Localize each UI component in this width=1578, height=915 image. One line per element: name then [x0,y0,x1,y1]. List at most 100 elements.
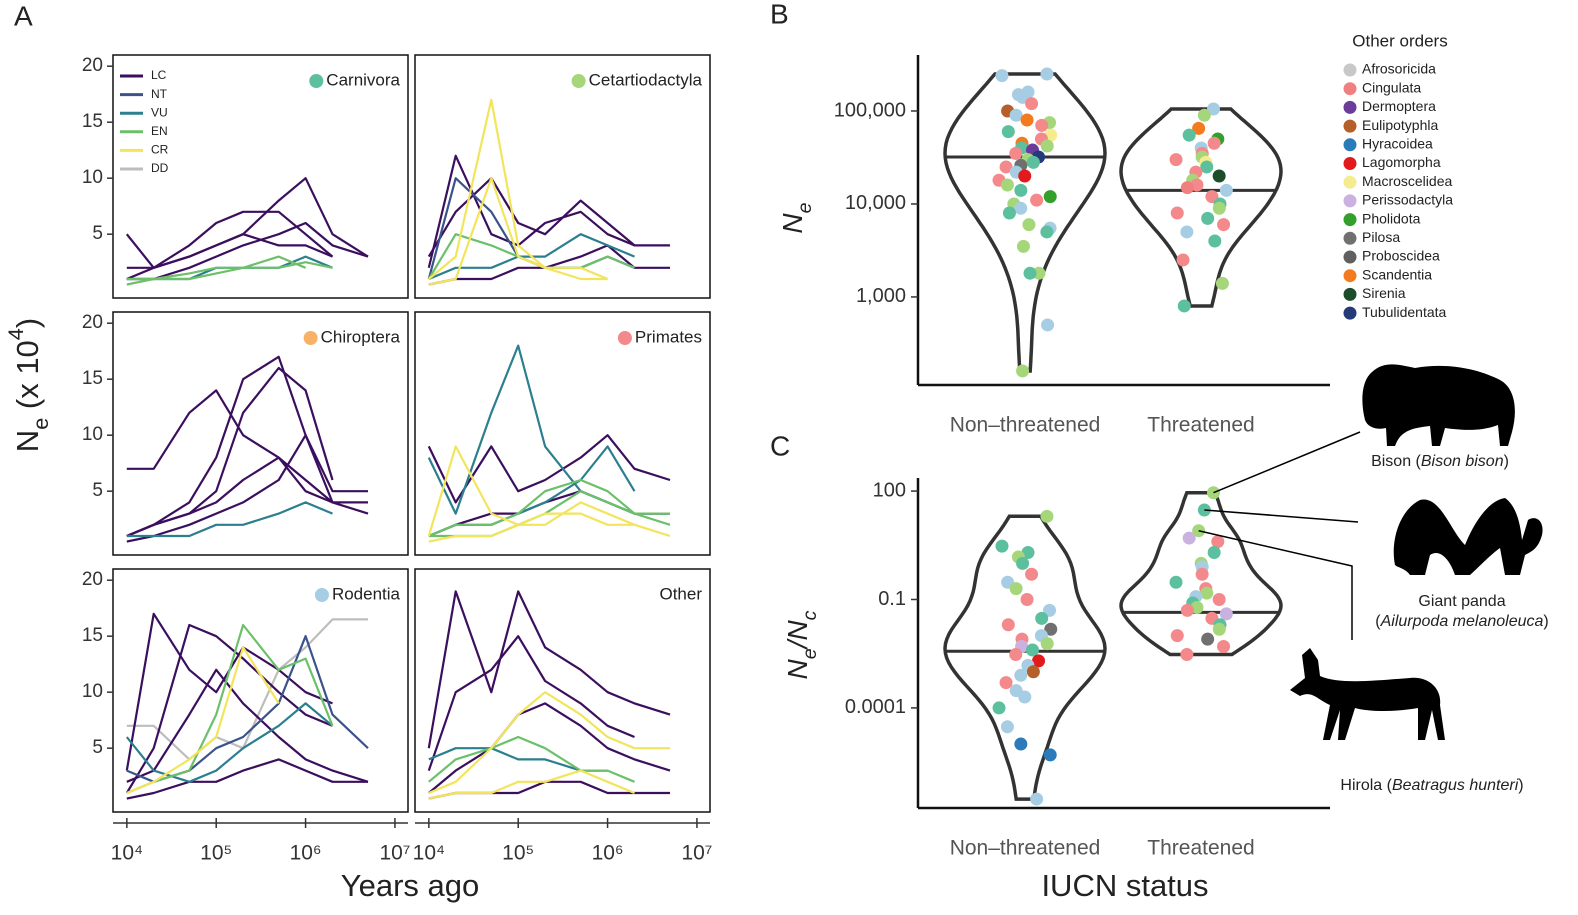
annotation-label: Hirola (Beatragus hunteri) [1340,777,1523,794]
ne-trajectory [427,590,671,749]
panel-title: Other [659,584,702,603]
ne-trajectory [126,434,369,543]
panel-frame [414,311,711,556]
data-point [992,701,1006,715]
ne-trajectory [126,501,333,538]
legend-label: Pilosa [1362,229,1400,245]
x-tick-label: Non–threatened [950,837,1101,860]
data-point [1018,690,1032,704]
data-point [1009,146,1023,160]
data-point [1009,648,1023,662]
data-point [1200,586,1214,600]
legend-label: Sirenia [1362,285,1406,301]
ne-trajectory [125,702,334,783]
legend-label: Scandentia [1362,266,1432,282]
data-point [1206,102,1220,116]
ne-trajectory [428,735,635,783]
legend-label: EN [151,124,168,138]
data-point [1201,211,1215,225]
label-part: /N [782,620,813,651]
legend-dot [1343,82,1357,96]
annotation-label: Giant panda [1418,593,1505,610]
data-point [1043,190,1057,204]
panel-title: Rodentia [332,584,401,603]
ne-trajectory [126,221,369,281]
legend-dot [1343,63,1357,77]
data-point [1219,607,1233,621]
y-tick-label: 10,000 [845,192,906,214]
label-part: ) [1504,453,1509,470]
y-axis-title: Ne (x 104) [3,318,53,452]
label-part: N [777,213,808,234]
label-part: e [794,202,816,213]
label-part: ( [1375,613,1381,630]
panel-frame [414,54,711,299]
data-point [1040,139,1054,153]
data-point [1180,648,1194,662]
data-point [1169,153,1183,167]
ne-trajectory [126,618,368,761]
annotation-connector [1213,431,1361,494]
data-point [1014,201,1028,215]
data-point [1020,592,1034,606]
ne-trajectory [428,478,670,538]
data-point [1212,201,1226,215]
ne-trajectory [126,210,334,281]
label-part: e [799,648,821,659]
legend-label: Pholidota [1362,210,1421,226]
legend-dot [1343,100,1357,114]
data-point [1009,582,1023,596]
legend-label: Macroscelidea [1362,173,1452,189]
data-point [1025,97,1039,111]
ne-trajectory [428,769,635,800]
data-point [1014,668,1028,682]
x-tick-label: 10⁶ [290,842,322,865]
panel-frame [112,54,409,299]
ne-trajectory [126,355,368,538]
data-point [1009,108,1023,122]
y-axis-title: Ne/Nc [782,610,821,679]
data-point [1201,632,1215,646]
data-point [999,676,1013,690]
data-point [1200,160,1214,174]
panel-label: B [770,0,789,29]
data-point [1001,125,1015,139]
ne-trajectory [125,177,369,269]
legend-label: Afrosoricida [1362,61,1436,77]
data-point [1002,206,1016,220]
data-point [1043,748,1057,762]
panel-frame [112,568,409,813]
data-point [1032,654,1046,668]
hirola-silhouette [1290,648,1445,740]
label-part: Ailurpoda melanoleuca [1380,613,1544,630]
ne-trajectory [126,233,333,269]
legend-dot [1343,119,1357,133]
legend-label: VU [151,105,168,119]
x-axis-title: IUCN status [1041,868,1208,903]
annotation-connector [1204,509,1359,523]
y-tick-label: 5 [92,223,103,244]
y-tick-label: 15 [82,368,103,389]
label-part: Beatragus hunteri [1392,777,1519,794]
panel-title: Cetartiodactyla [589,70,703,89]
x-tick-label: Threatened [1147,837,1254,860]
legend-label: Cingulata [1362,79,1421,95]
data-point [1026,155,1040,169]
order-dot [314,588,329,602]
data-point [1016,364,1030,378]
legend-title: Other orders [1352,31,1447,50]
data-point [1035,118,1049,132]
ne-trajectory [126,389,333,504]
data-point [1025,643,1039,657]
panda-silhouette [1393,498,1543,575]
violin [1119,107,1283,308]
data-point [1018,169,1032,183]
x-tick-label: 10⁶ [592,842,624,865]
violin [1119,490,1283,657]
legend-label: Proboscidea [1362,248,1440,264]
data-point [1041,318,1055,332]
data-point [1030,193,1044,207]
x-tick-label: 10⁴ [413,842,445,865]
y-tick-label: 10 [82,681,103,702]
data-point [999,160,1013,174]
